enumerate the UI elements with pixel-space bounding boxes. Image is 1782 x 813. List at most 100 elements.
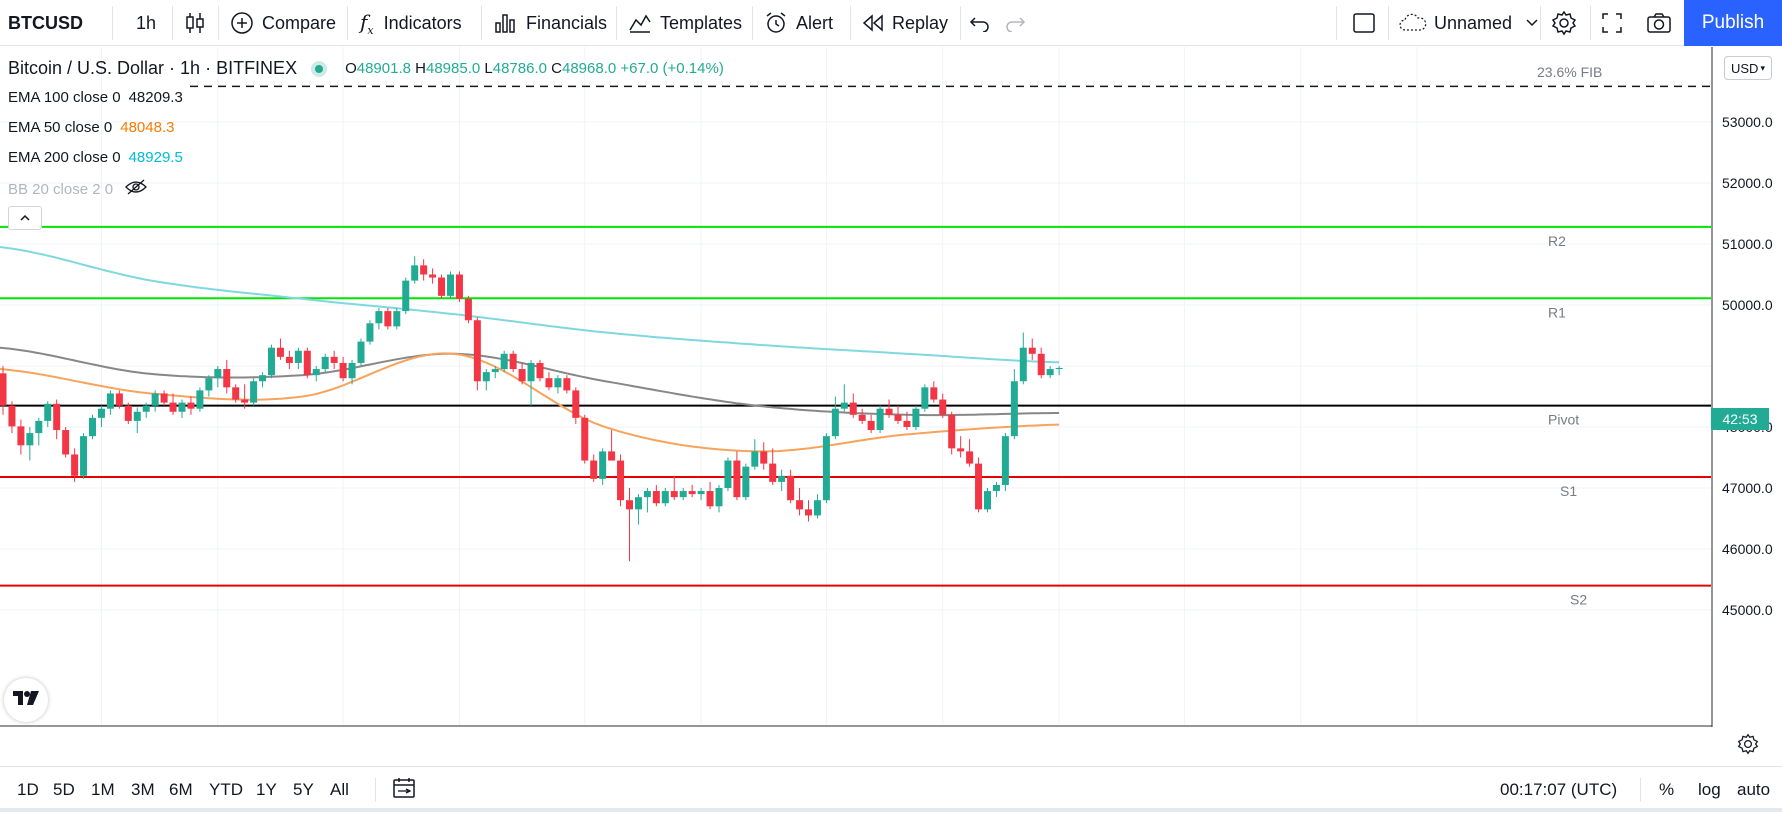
redo-button[interactable] <box>1004 0 1026 46</box>
templates-button[interactable]: Templates <box>628 0 742 46</box>
fullscreen-icon <box>1600 11 1624 35</box>
candle-down <box>787 475 795 501</box>
screenshot-button[interactable] <box>1646 0 1672 46</box>
currency-selector[interactable]: USD ▾ <box>1724 56 1772 80</box>
range-all[interactable]: All <box>330 767 349 813</box>
candle-up <box>661 491 669 504</box>
change-value: +67.0 (+0.14%) <box>620 60 724 77</box>
candle-up <box>822 436 830 501</box>
replay-label: Replay <box>892 12 949 33</box>
financials-button[interactable]: Financials <box>494 0 607 46</box>
indicator-value: 48209.3 <box>128 89 183 106</box>
candle-up <box>357 341 365 363</box>
timezone-clock-button[interactable]: 00:17:07 (UTC) <box>1500 767 1617 813</box>
candle-down <box>760 451 768 464</box>
range-3m[interactable]: 3M <box>131 767 155 813</box>
candle-up <box>205 378 213 391</box>
candle-up <box>447 274 454 296</box>
candle-down <box>62 430 70 455</box>
indicators-button[interactable]: fx Indicators <box>360 0 462 46</box>
fullscreen-button[interactable] <box>1600 0 1624 46</box>
layout-button[interactable] <box>1352 0 1376 46</box>
price-tick-label: 53000.0 <box>1722 114 1773 130</box>
layout-name-button[interactable]: Unnamed <box>1398 0 1538 46</box>
price-tick-label: 45000.0 <box>1722 602 1773 618</box>
indicator-row-ema200[interactable]: EMA 200 close 0 48929.5 <box>8 149 183 166</box>
percent-scale-toggle[interactable]: % <box>1659 767 1674 813</box>
log-label: log <box>1698 780 1721 799</box>
alert-button[interactable]: Alert <box>764 0 833 46</box>
range-label: 1M <box>91 780 115 799</box>
plus-circle-icon <box>230 11 254 35</box>
layout-name-label: Unnamed <box>1434 12 1513 33</box>
candle-up <box>375 311 383 324</box>
candle-up <box>89 417 96 437</box>
candle-down <box>948 414 956 449</box>
pivot-label-r2: R2 <box>1548 233 1566 249</box>
indicator-value: 48929.5 <box>128 149 183 166</box>
price-tick-label: 52000.0 <box>1722 175 1773 191</box>
log-scale-toggle[interactable]: log <box>1698 767 1721 813</box>
candle-down <box>706 491 714 507</box>
candle-up <box>1055 367 1063 370</box>
candle-up <box>1010 381 1018 437</box>
indicator-row-ema50[interactable]: EMA 50 close 0 48048.3 <box>8 119 174 136</box>
pivot-label-s2: S2 <box>1570 592 1587 608</box>
indicator-value: 48048.3 <box>120 119 175 136</box>
candle-up <box>178 402 186 412</box>
toolbar-divider <box>616 6 617 40</box>
candle-up <box>984 491 991 510</box>
range-1y[interactable]: 1Y <box>256 767 277 813</box>
chart-type-button[interactable] <box>184 0 206 46</box>
templates-icon <box>628 12 652 34</box>
auto-scale-toggle[interactable]: auto <box>1737 767 1770 813</box>
candle-up <box>554 378 562 388</box>
candle-down <box>849 402 857 415</box>
indicator-row-ema100[interactable]: EMA 100 close 0 48209.3 <box>8 89 183 106</box>
candle-up <box>643 491 651 498</box>
interval-button[interactable]: 1h <box>136 0 156 46</box>
legend-collapse-button[interactable] <box>8 206 42 230</box>
candlestick-icon <box>184 11 206 35</box>
symbol-search-button[interactable]: BTCUSD <box>8 0 83 46</box>
candle-down <box>464 298 472 321</box>
goto-date-button[interactable] <box>392 767 416 813</box>
pivot-levels: 23.6% FIB R2 R1 Pivot S1 S2 <box>0 64 1711 608</box>
replay-button[interactable]: Replay <box>862 0 948 46</box>
scale-settings-button[interactable] <box>1737 733 1759 760</box>
candle-up <box>992 484 1000 492</box>
price-chart[interactable]: 23.6% FIB R2 R1 Pivot S1 S2 53000.0 52000.0 510… <box>0 47 1782 727</box>
bottom-toolbar: 1D 5D 1M 3M 6M YTD 1Y 5Y All 00:17:07 (U… <box>0 766 1782 812</box>
candle-up <box>321 356 329 370</box>
eye-hidden-icon[interactable] <box>125 179 147 199</box>
range-label: 1D <box>17 780 39 799</box>
undo-button[interactable] <box>969 0 991 46</box>
tradingview-logo[interactable] <box>4 678 48 722</box>
last-price-badge: 42:53 <box>1711 408 1769 430</box>
candle-up <box>35 420 43 434</box>
candle-up <box>312 369 320 376</box>
candle-down <box>223 369 231 388</box>
settings-button[interactable] <box>1551 0 1577 46</box>
candle-down <box>285 356 293 363</box>
interval-label: 1h <box>136 12 157 33</box>
range-label: 6M <box>169 780 193 799</box>
range-ytd[interactable]: YTD <box>209 767 243 813</box>
publish-button[interactable]: Publish <box>1684 0 1782 46</box>
indicator-row-bb[interactable]: BB 20 close 2 0 <box>8 179 147 199</box>
candle-down <box>885 408 893 415</box>
financials-label: Financials <box>526 12 608 33</box>
compare-button[interactable]: Compare <box>230 0 336 46</box>
candle-down <box>572 390 580 418</box>
range-6m[interactable]: 6M <box>169 767 193 813</box>
range-5d[interactable]: 5D <box>53 767 75 813</box>
candle-up <box>491 369 499 373</box>
ema200-line <box>0 246 1060 364</box>
range-label: YTD <box>209 780 243 799</box>
candle-down <box>957 448 965 452</box>
range-1m[interactable]: 1M <box>91 767 115 813</box>
range-1d[interactable]: 1D <box>17 767 39 813</box>
symbol-label: BTCUSD <box>8 12 83 33</box>
candle-up <box>778 475 786 482</box>
range-5y[interactable]: 5Y <box>293 767 314 813</box>
